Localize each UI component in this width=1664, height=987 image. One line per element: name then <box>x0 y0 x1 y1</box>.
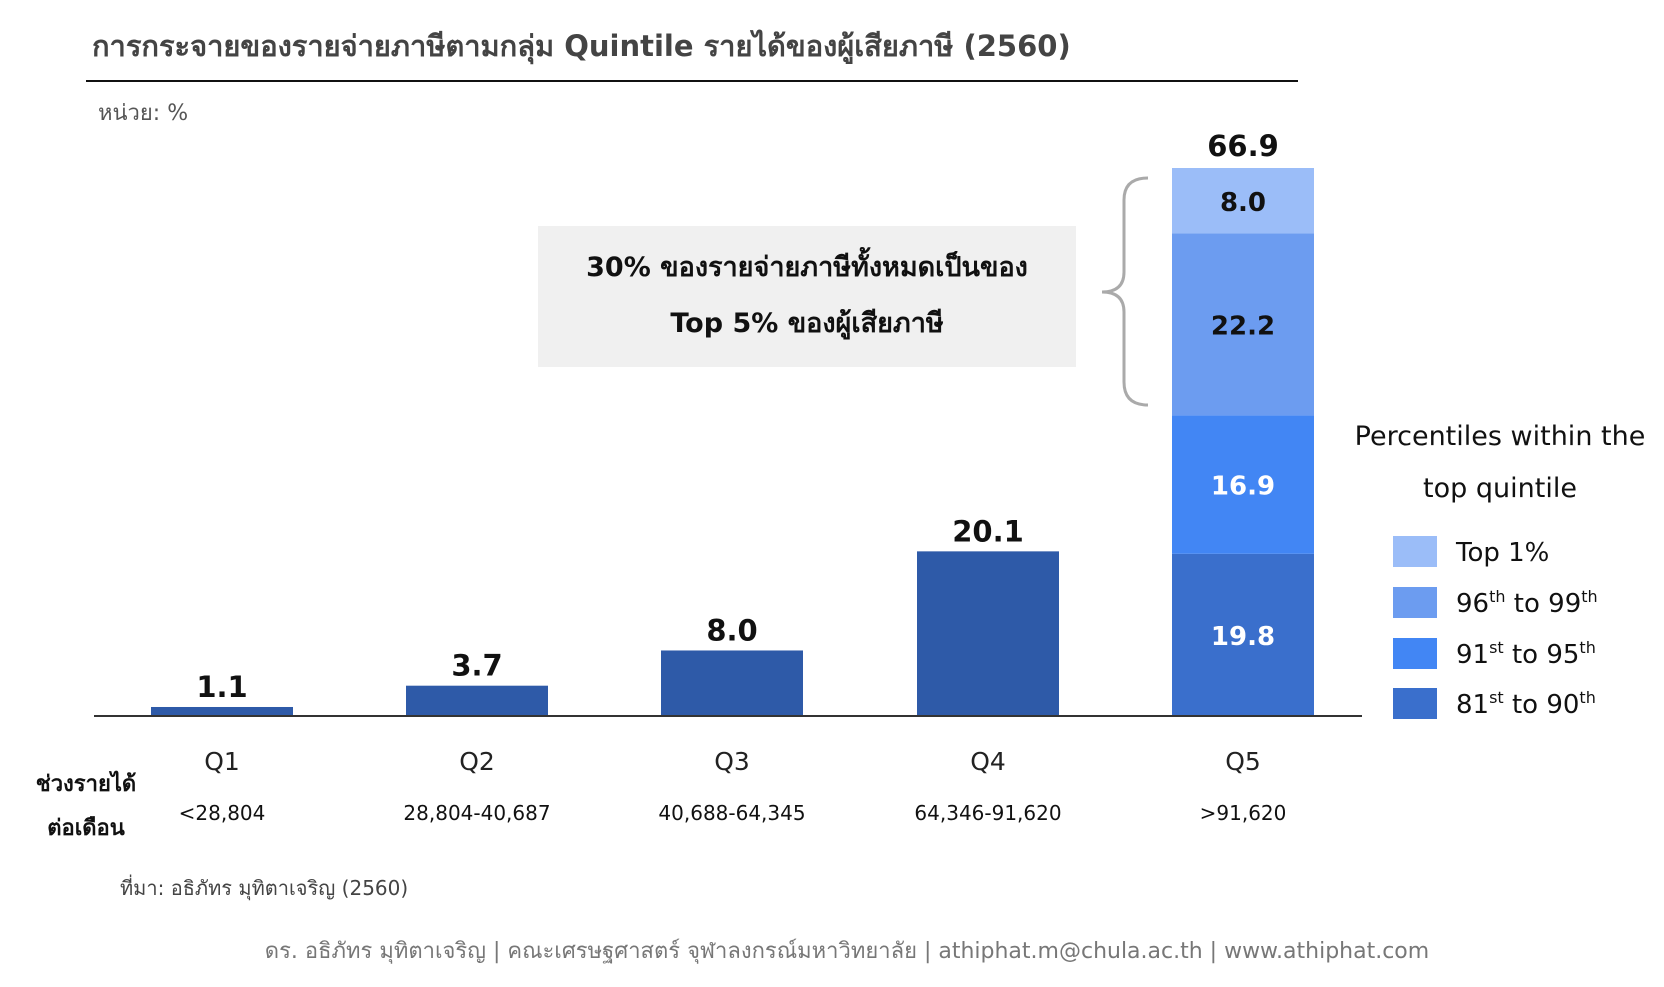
row-label-line2: ต่อเดือน <box>47 816 125 841</box>
bar-q3 <box>661 650 803 716</box>
x-labels-layer: Q1 <28,804 Q2 28,804-40,687 Q3 40,688-64,345 Q… <box>179 747 1287 825</box>
bar-q2 <box>406 685 548 716</box>
legend-label-3: 96th to 99th <box>1456 587 1598 619</box>
data-label-q5-segment-1: 19.8 <box>1211 622 1275 652</box>
income-range-q1: <28,804 <box>179 801 266 825</box>
x-tick-label-q5: Q5 <box>1225 747 1261 776</box>
legend-swatch-3 <box>1393 587 1437 618</box>
x-tick-label-q2: Q2 <box>459 747 495 776</box>
footer-credit: ดร. อธิภัทร มุทิตาเจริญ | คณะเศรษฐศาสตร์… <box>265 939 1429 964</box>
curly-brace <box>1101 176 1149 407</box>
legend-swatch-4 <box>1393 536 1437 567</box>
callout-box <box>538 226 1076 367</box>
x-tick-label-q4: Q4 <box>970 747 1006 776</box>
data-label-q5-segment-4: 8.0 <box>1220 188 1266 218</box>
data-label-q5-total: 66.9 <box>1207 129 1279 163</box>
legend-swatch-1 <box>1393 688 1437 719</box>
legend-label-4: Top 1% <box>1455 538 1549 568</box>
bar-q1 <box>151 706 293 716</box>
bar-q5-segment-2 <box>1172 415 1314 554</box>
source-note: ที่มา: อธิภัทร มุทิตาเจริญ (2560) <box>120 874 408 901</box>
income-range-q5: >91,620 <box>1200 801 1287 825</box>
bar-q5-segment-3 <box>1172 233 1314 416</box>
x-tick-label-q3: Q3 <box>714 747 750 776</box>
legend-title-line1: Percentiles within the <box>1355 421 1646 452</box>
callout-line2: Top 5% ของผู้เสียภาษี <box>670 308 944 340</box>
legend-label-2: 91st to 95th <box>1456 638 1596 670</box>
bar-q5-segment-4 <box>1172 168 1314 234</box>
data-label-q5-segment-2: 16.9 <box>1211 472 1275 502</box>
callout-line1: 30% ของรายจ่ายภาษีทั้งหมดเป็นของ <box>586 246 1028 283</box>
row-label-line1: ช่วงรายได้ <box>36 770 136 797</box>
legend-swatch-2 <box>1393 638 1437 669</box>
bar-q5-segment-1 <box>1172 553 1314 716</box>
data-label-q2: 3.7 <box>451 649 502 683</box>
data-label-q4: 20.1 <box>952 514 1024 548</box>
data-label-q5-segment-3: 22.2 <box>1211 311 1275 341</box>
data-label-q1: 1.1 <box>196 670 247 704</box>
legend-title-line2: top quintile <box>1423 473 1577 504</box>
x-tick-label-q1: Q1 <box>204 747 240 776</box>
data-label-q3: 8.0 <box>706 613 757 647</box>
bar-q4 <box>917 551 1059 716</box>
bars-layer: 1.1 3.7 8.0 20.1 19.8 16.9 22.2 8.0 66.9 <box>151 129 1314 716</box>
legend: Top 1% 96th to 99th 91st to 95th 81st to 90… <box>1393 536 1598 720</box>
income-range-q4: 64,346-91,620 <box>914 801 1061 825</box>
unit-label: หน่วย: % <box>98 101 188 126</box>
chart-title: การกระจายของรายจ่ายภาษีตามกลุ่ม Quintile… <box>92 29 1071 64</box>
income-range-q3: 40,688-64,345 <box>658 801 805 825</box>
legend-label-1: 81st to 90th <box>1456 688 1596 720</box>
income-range-q2: 28,804-40,687 <box>403 801 550 825</box>
